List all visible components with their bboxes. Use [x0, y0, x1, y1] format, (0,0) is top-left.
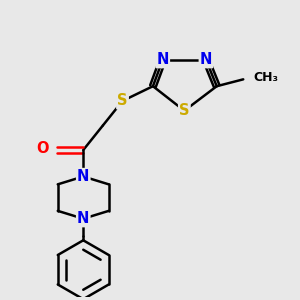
Text: N: N: [77, 169, 89, 184]
Text: S: S: [117, 93, 128, 108]
Text: N: N: [77, 211, 89, 226]
Text: N: N: [157, 52, 169, 67]
Text: S: S: [179, 103, 190, 118]
Text: O: O: [36, 140, 49, 155]
Text: N: N: [200, 52, 212, 67]
Text: CH₃: CH₃: [253, 71, 278, 84]
